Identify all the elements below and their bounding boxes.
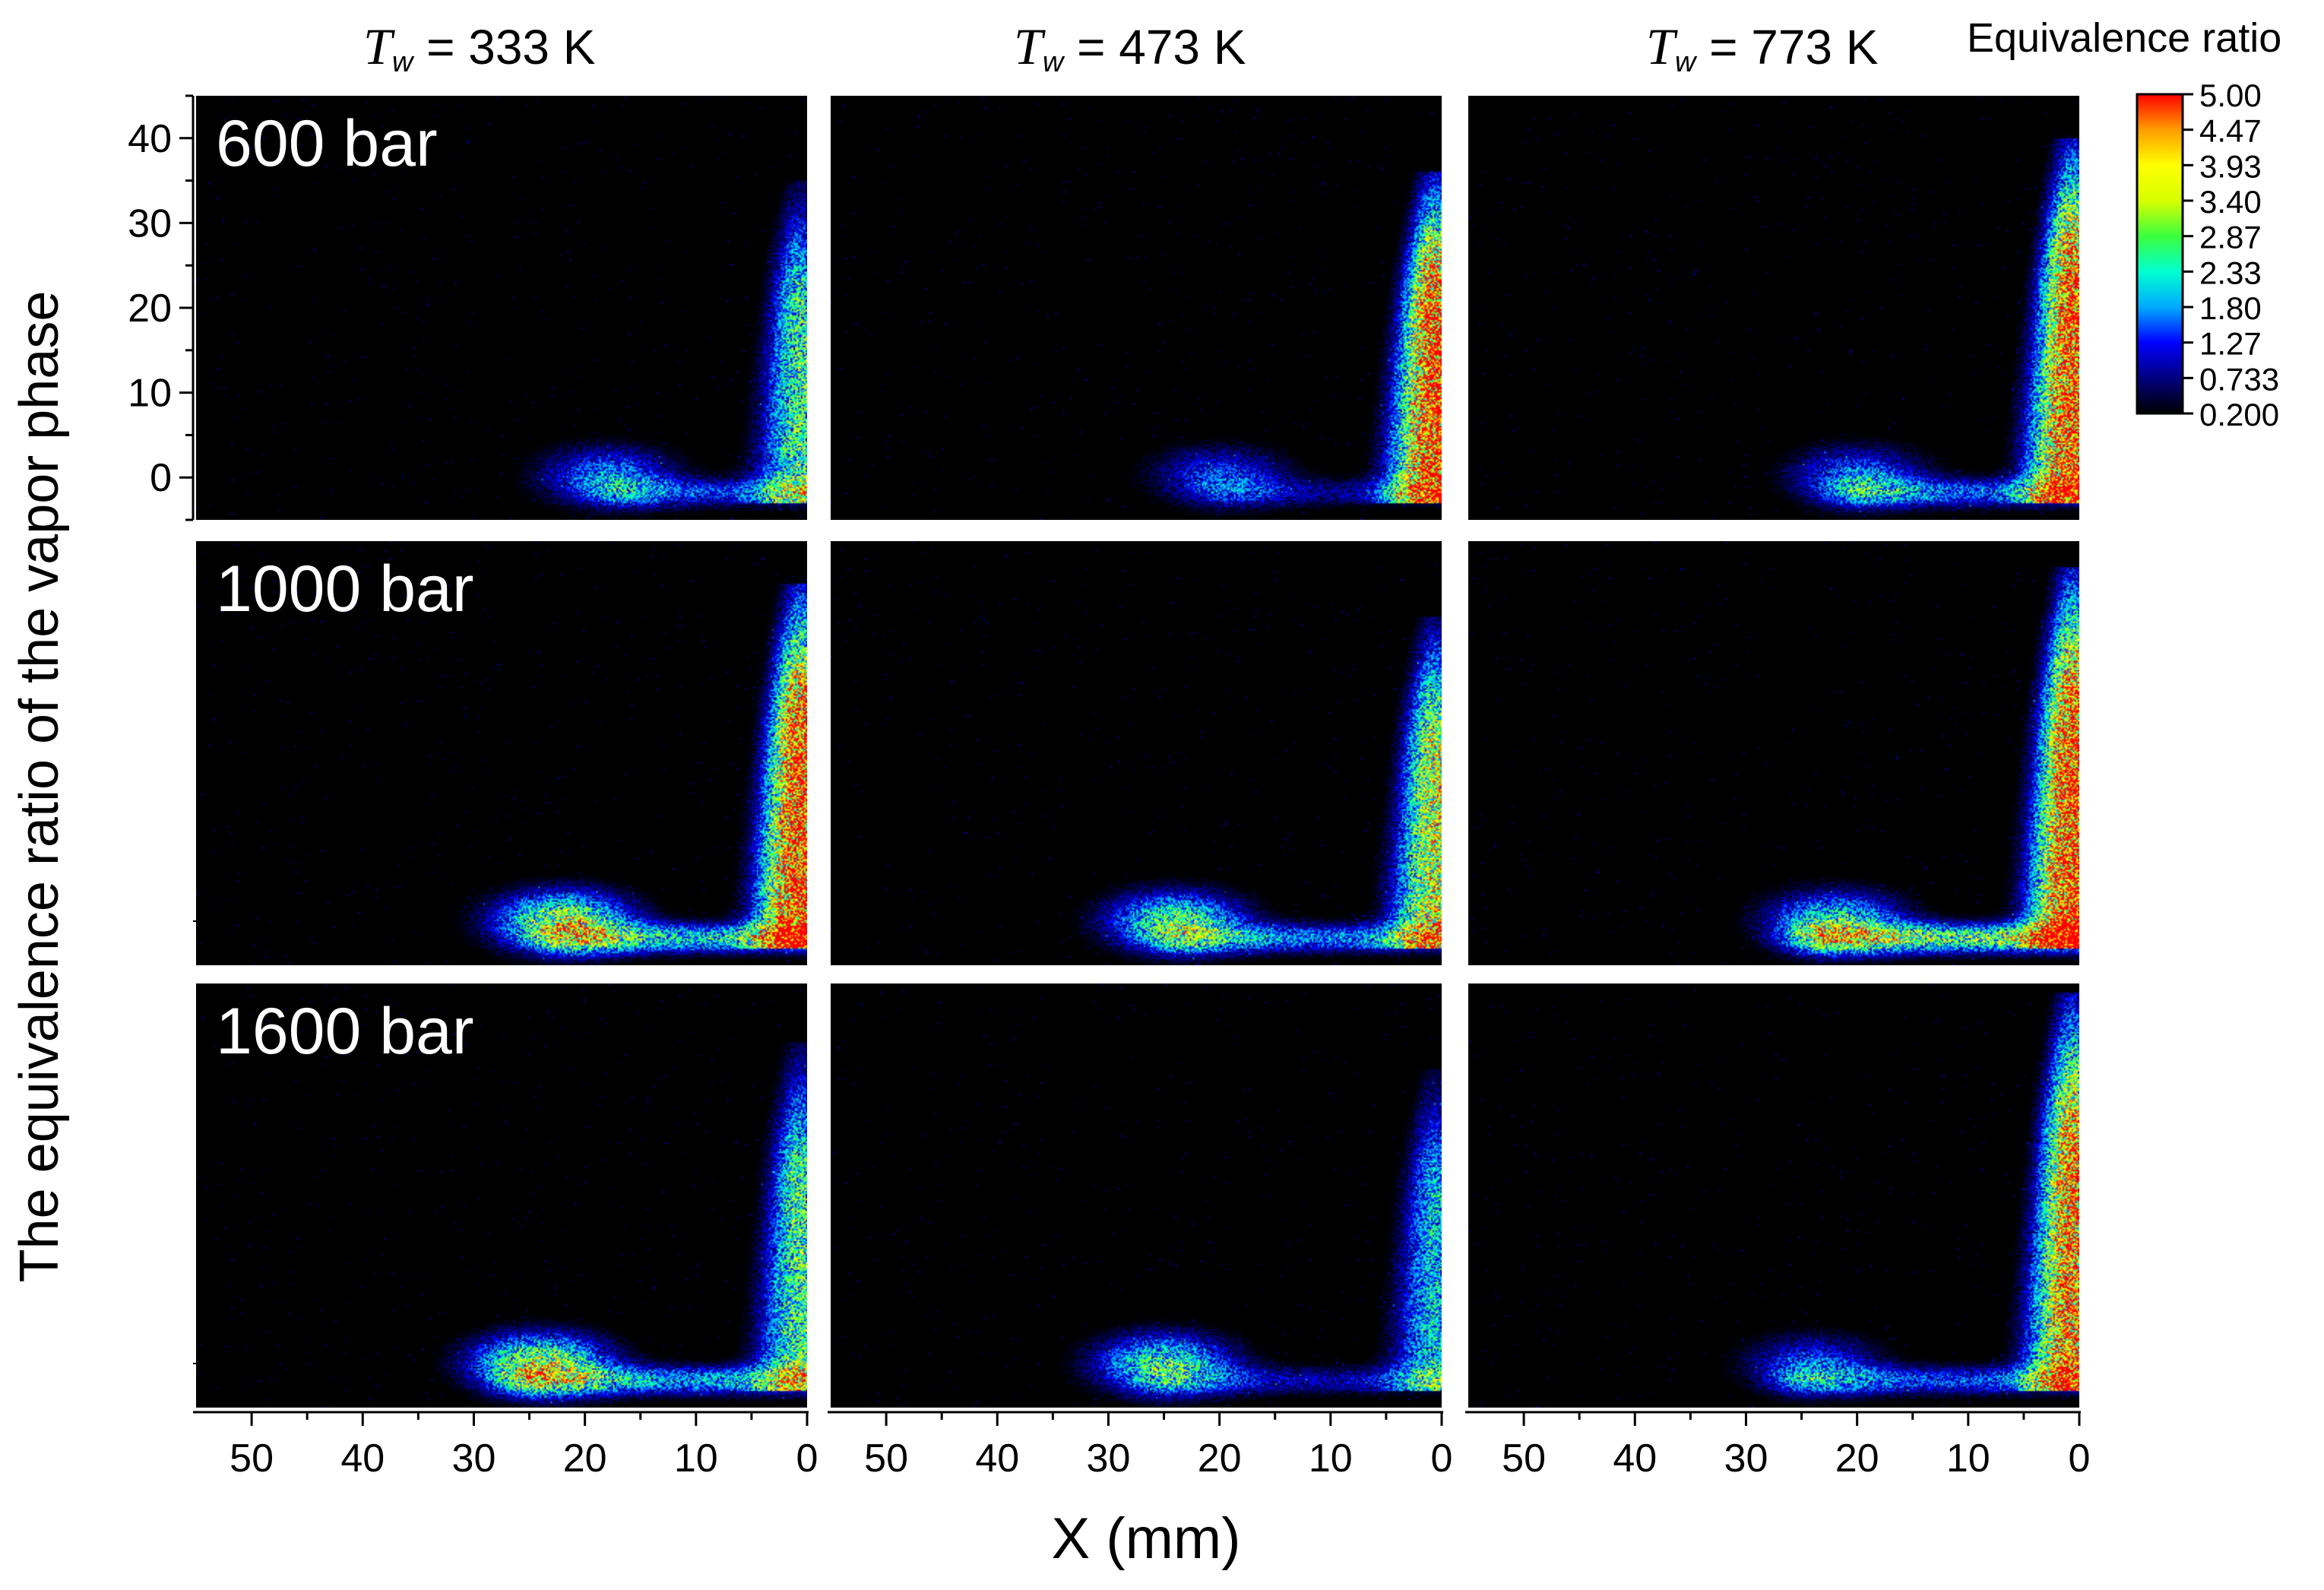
colorbar-gradient (2136, 93, 2184, 415)
column-header-0-text: = 333 K (426, 20, 596, 74)
x-tick-label-1-5: 0 (1431, 1436, 1453, 1481)
y-tick-label-0: 0 (150, 456, 172, 500)
panel-image-r0-c1 (831, 96, 1442, 520)
panel-image-r1-c1 (831, 541, 1442, 965)
colorbar-level-8: 0.733 (2199, 361, 2279, 397)
colorbar-level-6: 1.80 (2199, 290, 2262, 326)
column-header-0: Tw = 333 K (363, 17, 595, 79)
x-tick-label-0-5: 0 (796, 1436, 818, 1481)
panel-image-r0-c2 (1468, 96, 2079, 520)
y-axis-label: The equivalence ratio of the vapor phase (9, 291, 70, 1283)
x-tick-label-1-1: 40 (975, 1436, 1019, 1481)
x-tick-label-0-4: 10 (674, 1436, 718, 1481)
panel-image-r2-c2 (1468, 983, 2079, 1408)
column-header-2-text: = 773 K (1709, 20, 1879, 74)
colorbar: Equivalence ratio 5.004.473.933.402.872.3… (1967, 15, 2281, 432)
x-tick-label-2-4: 10 (1946, 1436, 1990, 1481)
x-tick-label-2-5: 0 (2069, 1436, 2091, 1481)
colorbar-title: Equivalence ratio (1967, 15, 2281, 61)
colorbar-level-5: 2.33 (2199, 255, 2262, 290)
colorbar-level-9: 0.200 (2199, 397, 2279, 432)
colorbar-level-7: 1.27 (2199, 326, 2262, 362)
column-header-2-symbol: T (1646, 17, 1675, 75)
y-tick-label-1: 10 (128, 372, 172, 416)
column-header-1-symbol: T (1014, 17, 1043, 75)
column-header-2-subscript: w (1674, 46, 1696, 78)
panel-image-r0-c0 (196, 96, 807, 520)
axes: 0 10 20 30 40 50 40 30 20 10 0 50 40 30 20 10 0 50 40 30 20 1… (9, 94, 2091, 1571)
column-header-1-text: = 473 K (1077, 20, 1246, 74)
panel-image-r2-c1 (831, 983, 1442, 1408)
colorbar-level-4: 2.87 (2199, 220, 2262, 255)
x-tick-label-1-3: 20 (1198, 1436, 1242, 1481)
x-tick-label-1-0: 50 (864, 1436, 908, 1481)
x-tick-label-2-2: 30 (1724, 1436, 1768, 1481)
column-header-2: Tw = 773 K (1646, 17, 1878, 79)
column-header-1: Tw = 473 K (1014, 17, 1246, 79)
panel-image-r2-c0 (196, 983, 807, 1408)
column-header-0-symbol: T (363, 17, 392, 75)
row-label-0: 600 bar (216, 107, 438, 180)
x-tick-label-0-1: 40 (340, 1436, 385, 1481)
x-tick-label-0-2: 30 (452, 1436, 496, 1481)
x-tick-label-0-0: 50 (230, 1436, 274, 1481)
panel-image-r1-c2 (1468, 541, 2079, 965)
colorbar-level-1: 4.47 (2199, 113, 2262, 149)
y-tick-label-4: 40 (128, 117, 172, 161)
x-tick-label-2-3: 20 (1835, 1436, 1879, 1481)
y-tick-label-2: 20 (128, 287, 172, 331)
panel-grid: 600 bar 1000 bar 1600 bar (196, 96, 2079, 1408)
x-tick-label-2-0: 50 (1502, 1436, 1546, 1481)
y-tick-label-3: 30 (128, 201, 172, 245)
colorbar-level-0: 5.00 (2199, 78, 2262, 113)
column-header-1-subscript: w (1042, 46, 1064, 78)
colorbar-level-3: 3.40 (2199, 184, 2262, 220)
row-label-2: 1600 bar (216, 995, 474, 1068)
x-tick-label-0-3: 20 (563, 1436, 607, 1481)
x-tick-label-1-4: 10 (1309, 1436, 1353, 1481)
x-axis-label: X (mm) (1051, 1506, 1240, 1571)
x-tick-label-2-1: 40 (1613, 1436, 1657, 1481)
column-header-0-subscript: w (391, 46, 413, 78)
x-tick-label-1-2: 30 (1087, 1436, 1131, 1481)
row-label-1: 1000 bar (216, 553, 474, 626)
colorbar-level-2: 3.93 (2199, 148, 2262, 184)
panel-image-r1-c0 (196, 541, 807, 965)
